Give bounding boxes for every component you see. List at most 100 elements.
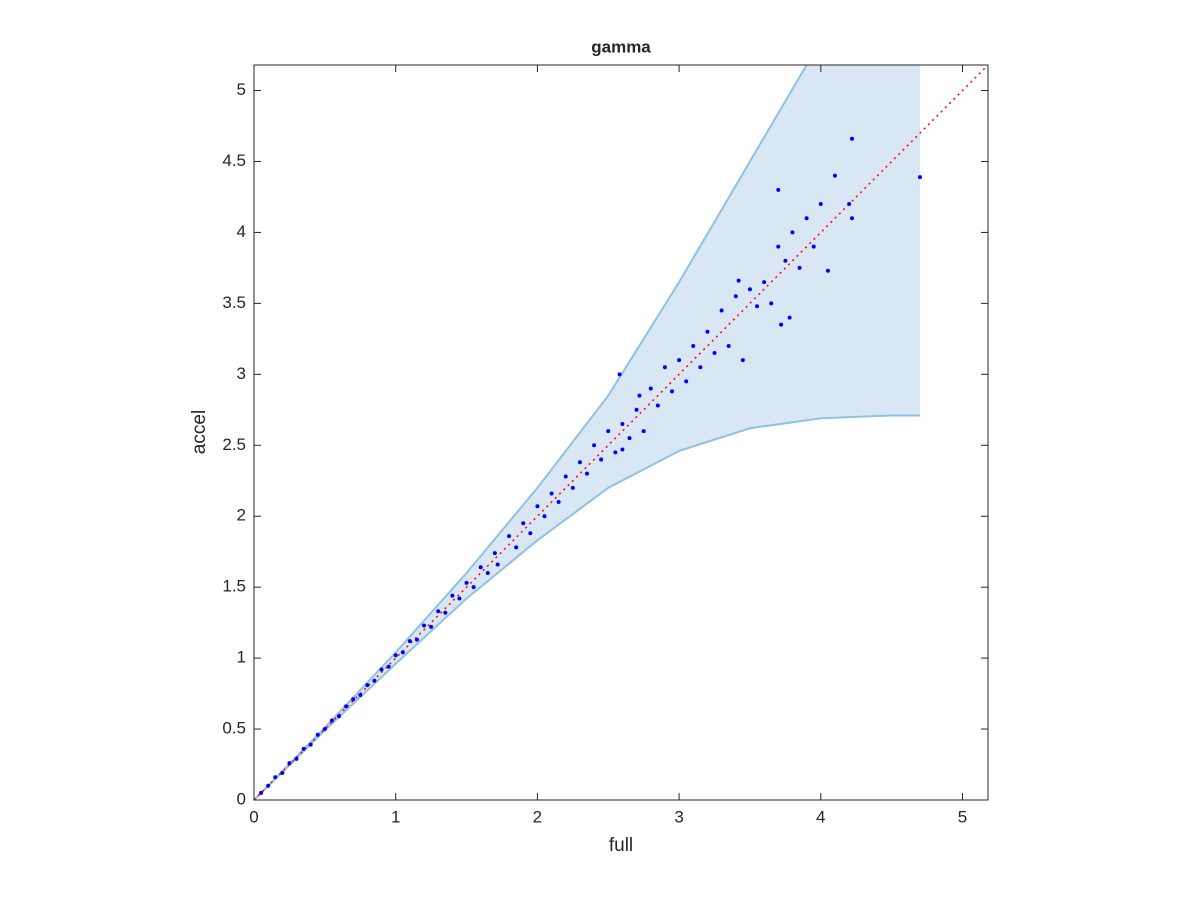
point (570, 485, 575, 490)
point (606, 429, 611, 434)
y-tick-label: 4 (237, 222, 246, 241)
point (507, 534, 512, 539)
point (436, 609, 441, 614)
point (521, 521, 526, 526)
point (917, 175, 922, 180)
point (492, 551, 497, 556)
point (358, 693, 363, 697)
point (747, 287, 752, 292)
point (627, 436, 632, 441)
band-upper (254, 65, 808, 800)
point (634, 407, 639, 412)
point (847, 202, 852, 207)
y-tick-label: 2.5 (222, 435, 246, 454)
point (329, 718, 334, 723)
point (705, 329, 710, 334)
point (273, 775, 278, 780)
y-tick-label: 2 (237, 506, 246, 525)
point (495, 562, 500, 567)
point (266, 783, 271, 788)
x-tick-label: 0 (249, 807, 258, 826)
point (599, 457, 604, 462)
point (450, 593, 455, 598)
point (740, 358, 745, 363)
point (308, 742, 313, 747)
point (779, 322, 784, 327)
point (280, 771, 285, 776)
chart-title: gamma (591, 37, 651, 56)
point (691, 343, 696, 348)
point (478, 565, 483, 570)
point (712, 351, 717, 356)
point (684, 379, 689, 384)
point (637, 393, 642, 398)
point (698, 365, 703, 370)
point (386, 664, 391, 669)
x-tick-label: 2 (533, 807, 542, 826)
point (776, 187, 781, 192)
point (762, 280, 767, 285)
point (549, 491, 554, 496)
point (719, 308, 724, 313)
point (393, 653, 398, 658)
point (414, 637, 419, 642)
point (577, 460, 582, 465)
y-tick-label: 5 (237, 80, 246, 99)
point (641, 429, 646, 434)
point (535, 504, 540, 509)
point (259, 790, 264, 795)
point (563, 474, 568, 479)
x-tick-label: 1 (391, 807, 400, 826)
point (617, 372, 622, 377)
y-tick-label: 4.5 (222, 151, 246, 170)
point (670, 389, 675, 394)
y-tick-label: 0 (237, 789, 246, 808)
point (443, 610, 448, 615)
point (849, 216, 854, 221)
point (769, 301, 774, 306)
point (804, 216, 809, 221)
point (400, 650, 405, 655)
point (365, 683, 370, 688)
point (736, 278, 741, 283)
point (811, 244, 816, 249)
point (648, 386, 653, 391)
point (542, 514, 547, 519)
y-tick-label: 1 (237, 648, 246, 667)
point (832, 173, 837, 178)
point (620, 447, 625, 452)
point (464, 580, 469, 585)
x-tick-label: 4 (816, 807, 825, 826)
point (733, 294, 738, 299)
point (429, 624, 434, 629)
y-tick-label: 3 (237, 364, 246, 383)
point (783, 258, 788, 263)
point (528, 531, 533, 536)
x-tick-label: 3 (674, 807, 683, 826)
point (592, 443, 597, 448)
point (755, 304, 760, 309)
point (407, 639, 412, 644)
point (825, 268, 830, 273)
point (613, 450, 618, 455)
y-axis-label: accel (189, 410, 210, 454)
point (620, 421, 625, 426)
y-tick-label: 3.5 (222, 293, 246, 312)
point (337, 714, 342, 719)
point (556, 500, 561, 505)
point (677, 358, 682, 363)
point (790, 230, 795, 235)
plot-area (254, 65, 988, 800)
x-tick-label: 5 (958, 807, 967, 826)
point (514, 545, 519, 550)
point (485, 570, 490, 575)
point (457, 596, 462, 601)
point (471, 585, 476, 590)
point (351, 697, 356, 702)
band-lower (254, 414, 920, 800)
x-axis-label: full (609, 835, 633, 856)
point (422, 623, 427, 628)
point (287, 761, 292, 766)
point (818, 202, 823, 207)
